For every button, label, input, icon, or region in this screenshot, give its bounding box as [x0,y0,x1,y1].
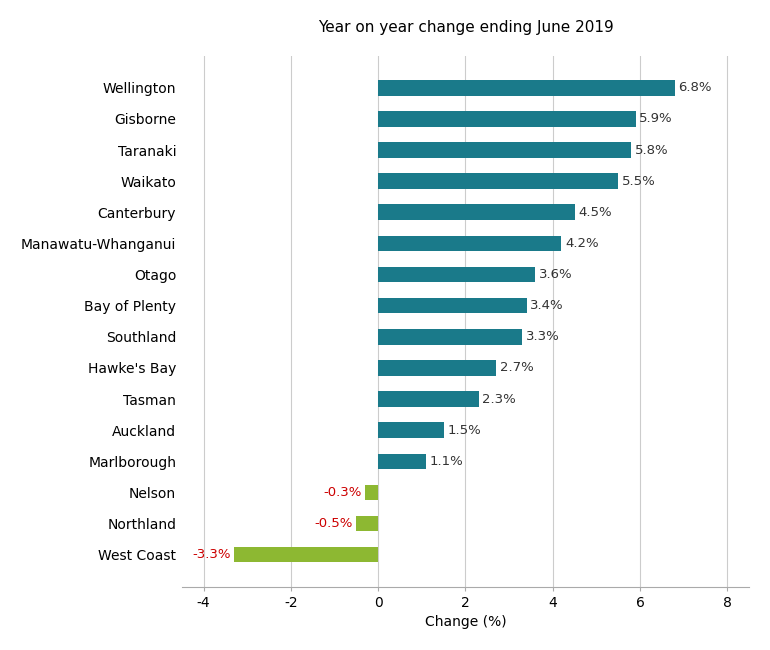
Bar [378,111,636,127]
Bar [378,235,561,251]
Text: 5.5%: 5.5% [621,175,655,188]
Bar [378,454,426,469]
Bar [357,515,378,531]
Text: 2.7%: 2.7% [500,361,534,374]
Text: 3.3%: 3.3% [526,330,560,343]
Bar [378,80,675,96]
Text: 1.1%: 1.1% [430,455,464,468]
Text: Year on year change ending June 2019: Year on year change ending June 2019 [317,20,614,34]
Bar [378,205,574,220]
Bar [378,266,535,282]
Bar [378,298,527,313]
Text: 3.4%: 3.4% [530,299,564,312]
X-axis label: Change (%): Change (%) [424,615,507,629]
Bar [378,391,479,407]
Text: 4.2%: 4.2% [565,237,598,250]
Text: 3.6%: 3.6% [539,268,572,281]
Bar [378,174,618,189]
Bar [378,329,522,344]
Text: 6.8%: 6.8% [678,81,712,94]
Text: 5.8%: 5.8% [634,144,668,157]
Text: -0.5%: -0.5% [314,517,353,530]
Text: 4.5%: 4.5% [578,206,611,219]
Text: 2.3%: 2.3% [482,393,516,406]
Text: 5.9%: 5.9% [639,112,673,125]
Text: -0.3%: -0.3% [323,486,362,499]
Title: Change in regional tourism expenditure: Change in regional tourism expenditure [0,649,1,650]
Text: 1.5%: 1.5% [447,424,481,437]
Text: -3.3%: -3.3% [192,548,231,561]
Bar [378,360,496,376]
Bar [378,142,631,158]
Bar [365,485,378,500]
Bar [378,422,444,438]
Bar [234,547,378,562]
